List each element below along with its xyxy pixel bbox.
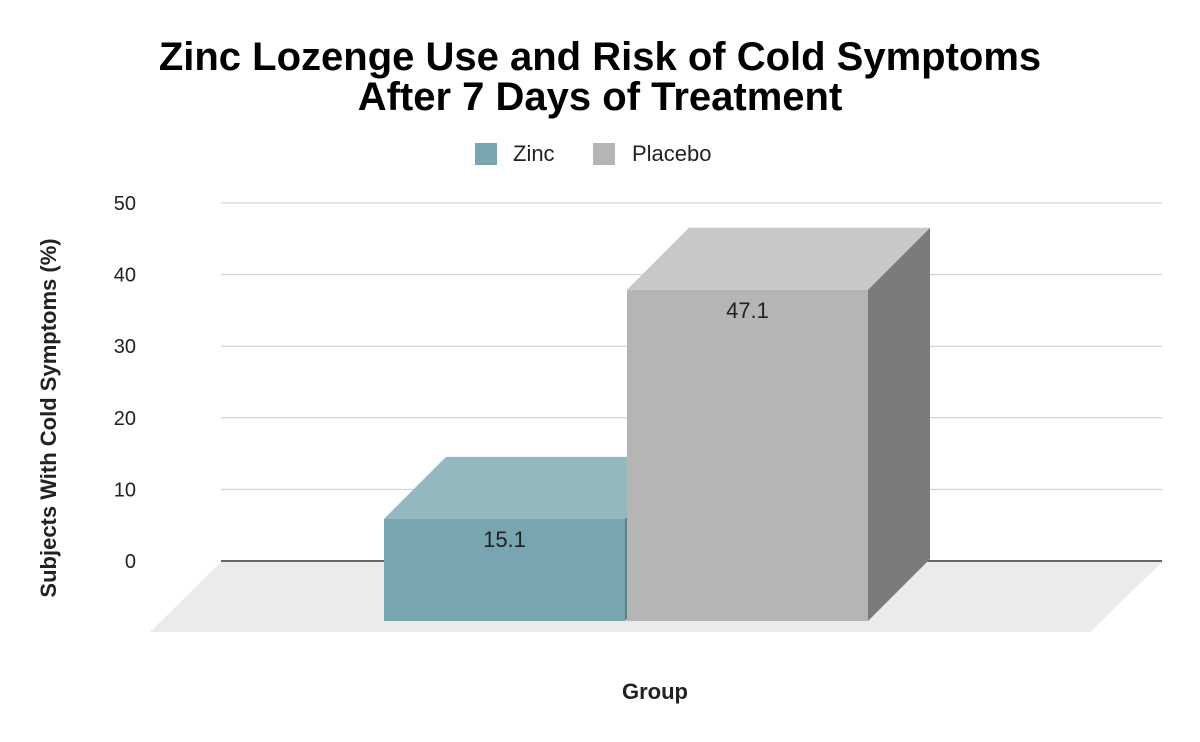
y-axis-ticks: 0 10 20 30 40 50: [114, 193, 136, 573]
y-axis-title: Subjects With Cold Symptoms (%): [36, 238, 61, 597]
legend: Zinc Placebo: [475, 141, 712, 166]
y-tick-label: 40: [114, 265, 136, 287]
y-tick-label: 0: [125, 551, 136, 573]
bar-side-placebo: [868, 227, 930, 621]
bar-placebo: 47.1: [627, 227, 930, 621]
y-tick-label: 30: [114, 336, 136, 358]
legend-label-placebo: Placebo: [632, 141, 712, 166]
bar-top-placebo: [627, 227, 930, 290]
chart-title-line-1: Zinc Lozenge Use and Risk of Cold Sympto…: [159, 35, 1041, 79]
y-tick-label: 10: [114, 479, 136, 501]
bar-front-placebo: [627, 289, 868, 621]
legend-swatch-placebo: [593, 143, 615, 165]
legend-swatch-zinc: [475, 143, 497, 165]
y-tick-label: 50: [114, 193, 136, 215]
legend-label-zinc: Zinc: [513, 141, 555, 166]
data-label-zinc: 15.1: [483, 527, 526, 552]
y-tick-label: 20: [114, 408, 136, 430]
x-axis-title: Group: [622, 679, 688, 704]
data-label-placebo: 47.1: [726, 298, 769, 323]
bar-front-zinc: [384, 518, 625, 621]
bars: 15.1 47.1: [384, 227, 930, 621]
bar-top-zinc: [384, 456, 687, 519]
chart-title-line-2: After 7 Days of Treatment: [358, 75, 843, 119]
